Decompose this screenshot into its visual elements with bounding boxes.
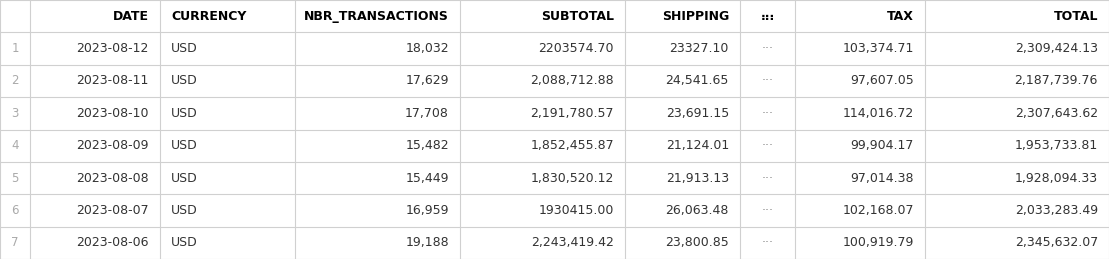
Text: 2023-08-09: 2023-08-09	[77, 139, 149, 152]
Text: ···: ···	[762, 74, 773, 88]
Text: TOTAL: TOTAL	[1054, 10, 1098, 23]
Text: 2,309,424.13: 2,309,424.13	[1015, 42, 1098, 55]
Text: ···: ···	[762, 42, 773, 55]
Text: ···: ···	[762, 236, 773, 249]
Text: 17,708: 17,708	[405, 107, 449, 120]
Text: ···: ···	[762, 139, 773, 152]
Text: 103,374.71: 103,374.71	[843, 42, 914, 55]
Text: 19,188: 19,188	[405, 236, 449, 249]
Text: 5: 5	[11, 171, 19, 185]
Text: 1,852,455.87: 1,852,455.87	[530, 139, 614, 152]
Text: 1,830,520.12: 1,830,520.12	[530, 171, 614, 185]
Text: 102,168.07: 102,168.07	[843, 204, 914, 217]
Text: USD: USD	[171, 139, 197, 152]
Text: 23,800.85: 23,800.85	[665, 236, 729, 249]
Text: ···: ···	[762, 107, 773, 120]
Text: 2023-08-08: 2023-08-08	[77, 171, 149, 185]
Text: TAX: TAX	[887, 10, 914, 23]
Text: 2203574.70: 2203574.70	[538, 42, 614, 55]
Text: 1,928,094.33: 1,928,094.33	[1015, 171, 1098, 185]
Text: 7: 7	[11, 236, 19, 249]
Text: CURRENCY: CURRENCY	[171, 10, 246, 23]
Text: 99,904.17: 99,904.17	[851, 139, 914, 152]
Text: 2023-08-07: 2023-08-07	[77, 204, 149, 217]
Text: USD: USD	[171, 74, 197, 88]
Text: 2,033,283.49: 2,033,283.49	[1015, 204, 1098, 217]
Text: 1: 1	[11, 42, 19, 55]
Text: 2,345,632.07: 2,345,632.07	[1015, 236, 1098, 249]
Text: USD: USD	[171, 204, 197, 217]
Text: 2023-08-06: 2023-08-06	[77, 236, 149, 249]
Text: 17,629: 17,629	[406, 74, 449, 88]
Text: ···: ···	[762, 171, 773, 185]
Text: 23327.10: 23327.10	[670, 42, 729, 55]
Text: 100,919.79: 100,919.79	[843, 236, 914, 249]
Text: 21,913.13: 21,913.13	[665, 171, 729, 185]
Text: 97,014.38: 97,014.38	[851, 171, 914, 185]
Text: 97,607.05: 97,607.05	[851, 74, 914, 88]
Text: USD: USD	[171, 171, 197, 185]
Text: 3: 3	[11, 107, 19, 120]
Text: 24,541.65: 24,541.65	[665, 74, 729, 88]
Text: 2023-08-10: 2023-08-10	[77, 107, 149, 120]
Text: 2,307,643.62: 2,307,643.62	[1015, 107, 1098, 120]
Text: USD: USD	[171, 107, 197, 120]
Text: ···: ···	[761, 10, 774, 23]
Text: 16,959: 16,959	[406, 204, 449, 217]
Text: 2023-08-12: 2023-08-12	[77, 42, 149, 55]
Text: 6: 6	[11, 204, 19, 217]
Text: 2,243,419.42: 2,243,419.42	[531, 236, 614, 249]
Text: 1930415.00: 1930415.00	[539, 204, 614, 217]
Text: 2023-08-11: 2023-08-11	[77, 74, 149, 88]
Text: SHIPPING: SHIPPING	[662, 10, 729, 23]
Text: NBR_TRANSACTIONS: NBR_TRANSACTIONS	[304, 10, 449, 23]
Text: 114,016.72: 114,016.72	[843, 107, 914, 120]
Text: 2: 2	[11, 74, 19, 88]
Text: SUBTOTAL: SUBTOTAL	[541, 10, 614, 23]
Text: 4: 4	[11, 139, 19, 152]
Text: 1,953,733.81: 1,953,733.81	[1015, 139, 1098, 152]
Text: 2,088,712.88: 2,088,712.88	[530, 74, 614, 88]
Text: 2,191,780.57: 2,191,780.57	[530, 107, 614, 120]
Text: 2,187,739.76: 2,187,739.76	[1015, 74, 1098, 88]
Text: 18,032: 18,032	[405, 42, 449, 55]
Text: 23,691.15: 23,691.15	[665, 107, 729, 120]
Text: 15,482: 15,482	[405, 139, 449, 152]
Text: USD: USD	[171, 42, 197, 55]
Text: 21,124.01: 21,124.01	[665, 139, 729, 152]
Text: DATE: DATE	[113, 10, 149, 23]
Text: ...: ...	[761, 10, 774, 23]
Text: 26,063.48: 26,063.48	[665, 204, 729, 217]
Text: ···: ···	[762, 204, 773, 217]
Text: USD: USD	[171, 236, 197, 249]
Text: 15,449: 15,449	[406, 171, 449, 185]
